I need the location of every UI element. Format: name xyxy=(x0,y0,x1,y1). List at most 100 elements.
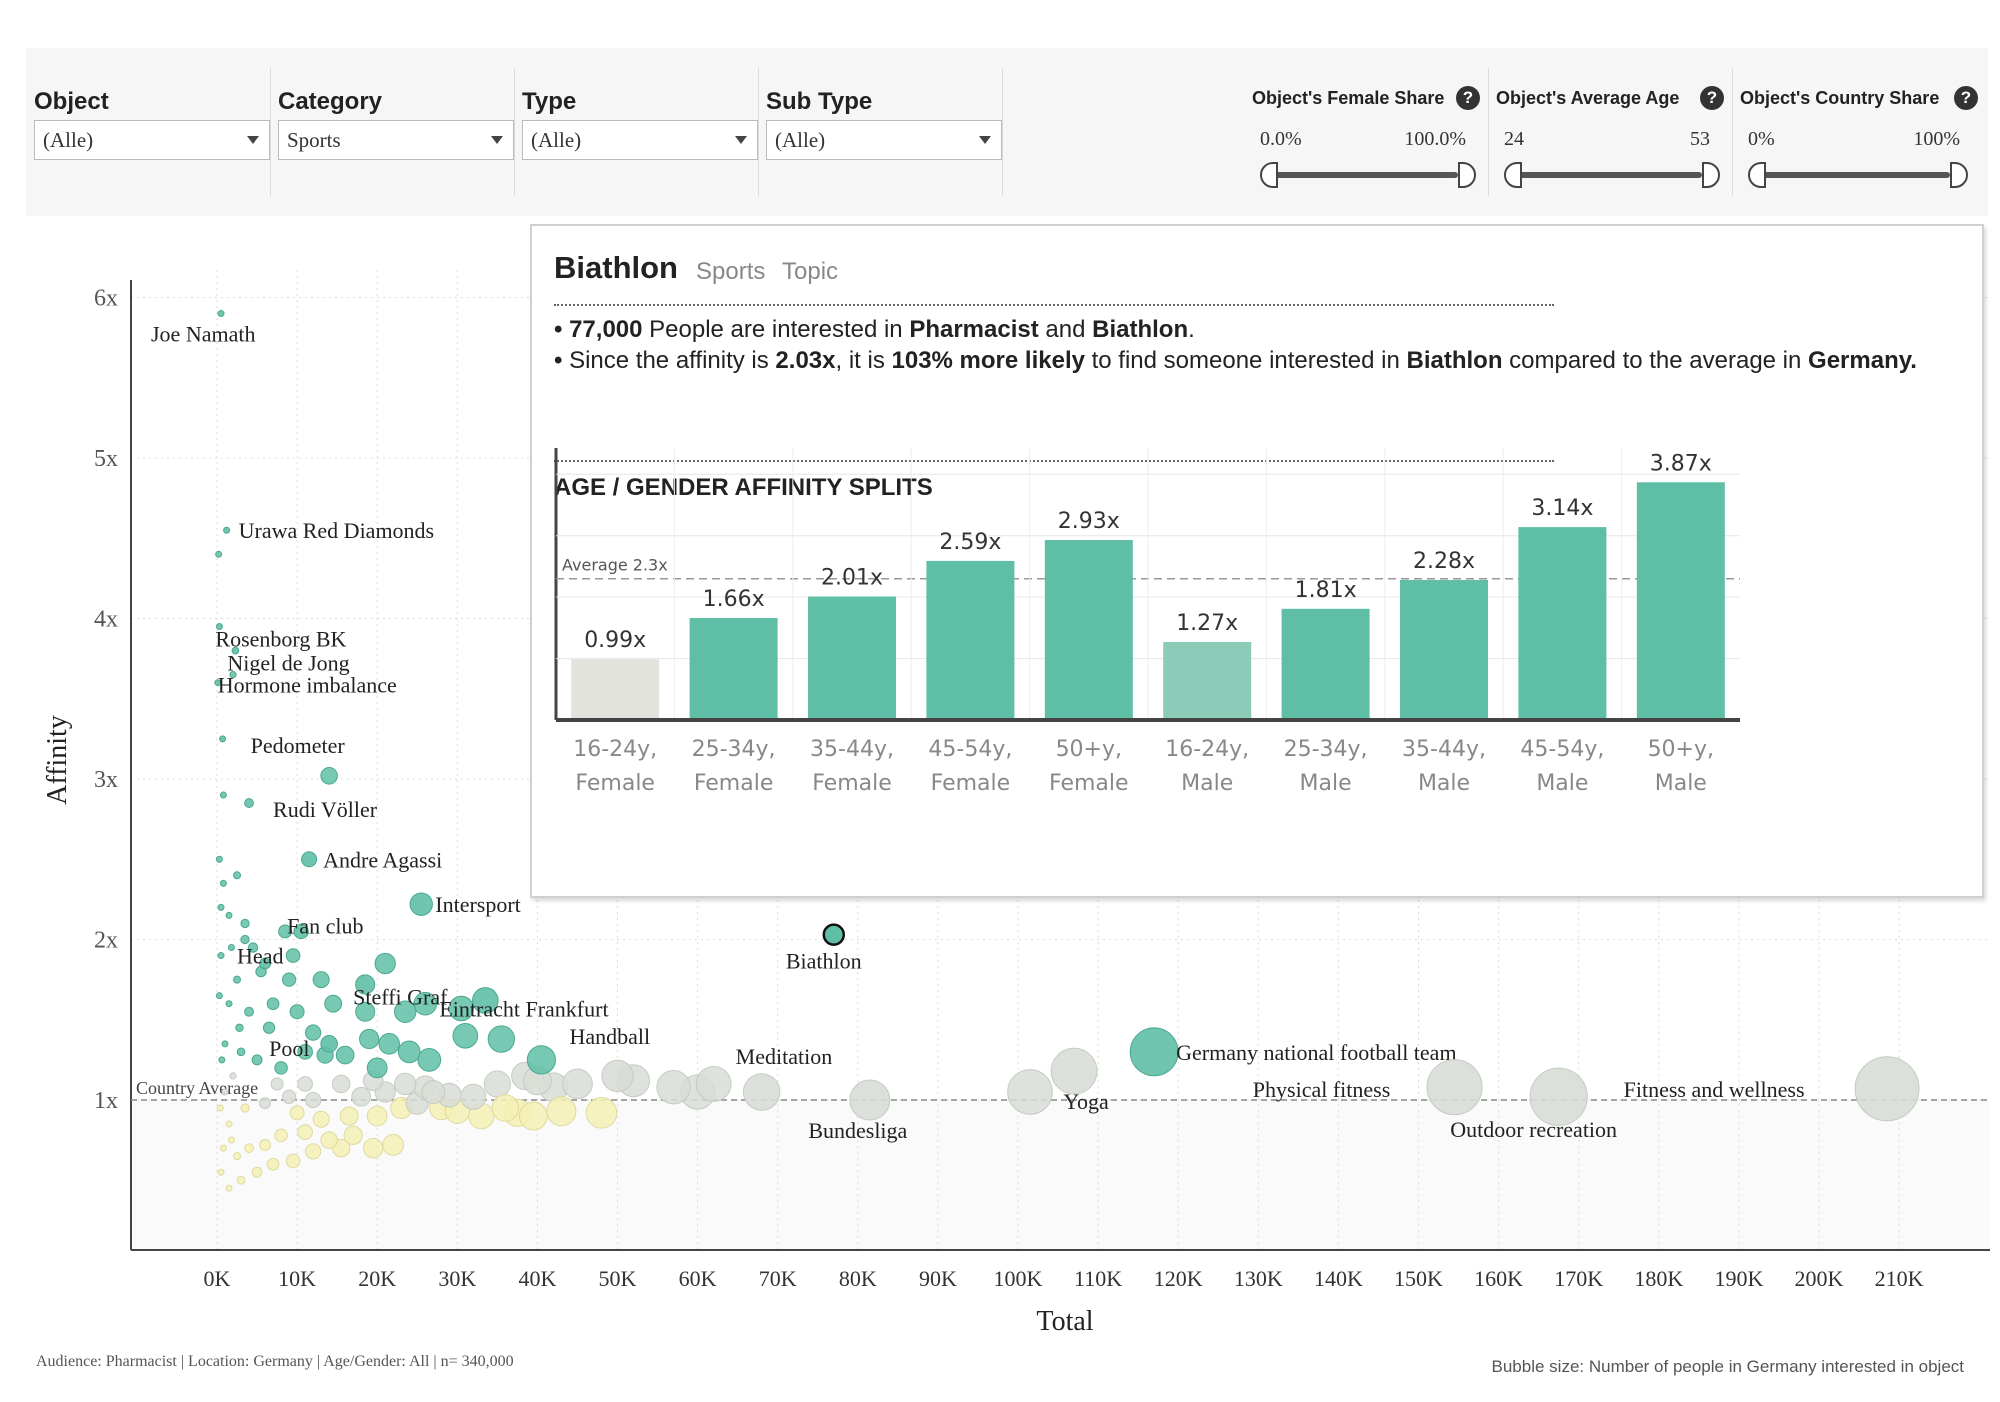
data-point xyxy=(233,871,242,880)
x-tick-label: 180K xyxy=(1634,1266,1683,1291)
data-point xyxy=(233,1152,242,1161)
filter-divider xyxy=(270,68,271,196)
x-tick-label: 30K xyxy=(438,1266,476,1291)
data-point xyxy=(355,1001,376,1022)
filter-object: Object (Alle) xyxy=(26,48,270,216)
split-bar xyxy=(1518,527,1607,720)
data-point xyxy=(366,1105,388,1127)
highlighted-point xyxy=(822,923,846,946)
slider-max-handle[interactable] xyxy=(1702,162,1720,188)
type-dropdown[interactable]: (Alle) xyxy=(522,120,758,160)
slider-min-handle[interactable] xyxy=(1748,162,1766,188)
point-label: Urawa Red Diamonds xyxy=(239,518,435,543)
filter-divider xyxy=(758,68,759,196)
data-point xyxy=(656,1069,691,1105)
data-point xyxy=(225,911,233,919)
slider-track[interactable] xyxy=(1754,172,1950,178)
slider-average-age-label: Object's Average Age xyxy=(1496,88,1680,108)
data-point xyxy=(339,1106,359,1126)
point-label: Bundesliga xyxy=(808,1118,907,1143)
split-value-label: 1.81x xyxy=(1295,578,1357,603)
point-label: Meditation xyxy=(736,1044,833,1069)
data-point xyxy=(229,671,237,679)
data-point xyxy=(219,879,227,887)
split-category-label: 45-54y, xyxy=(1520,737,1604,762)
slider-min-handle[interactable] xyxy=(1504,162,1522,188)
data-point xyxy=(285,1153,301,1169)
slider-max-handle[interactable] xyxy=(1950,162,1968,188)
slider-country-share: Object's Country Share ? 0% 100% xyxy=(1732,48,1982,216)
data-point xyxy=(270,1077,284,1091)
slider-average-age: Object's Average Age ? 24 53 xyxy=(1488,48,1732,216)
data-point xyxy=(304,1091,322,1109)
split-value-label: 0.99x xyxy=(584,628,646,653)
category-dropdown[interactable]: Sports xyxy=(278,120,514,160)
data-point xyxy=(244,1143,254,1154)
data-point xyxy=(215,623,223,631)
data-point xyxy=(215,550,223,558)
x-tick-label: 50K xyxy=(599,1266,637,1291)
tooltip-subtype: Topic xyxy=(782,258,839,285)
slider-max-handle[interactable] xyxy=(1458,162,1476,188)
data-point xyxy=(217,310,225,318)
x-tick-label: 100K xyxy=(994,1266,1043,1291)
data-point xyxy=(359,1028,380,1050)
data-point xyxy=(320,767,338,785)
split-value-label: 1.27x xyxy=(1176,611,1238,636)
x-tick-label: 0K xyxy=(204,1266,231,1291)
object-dropdown[interactable]: (Alle) xyxy=(34,120,270,160)
slider-country-share-min: 0% xyxy=(1748,128,1775,150)
chevron-down-icon xyxy=(491,136,503,144)
split-category-label: Male xyxy=(1418,771,1470,796)
x-tick-label: 170K xyxy=(1554,1266,1603,1291)
question-mark-icon[interactable]: ? xyxy=(1954,86,1978,110)
split-bar xyxy=(571,659,660,720)
split-value-label: 2.01x xyxy=(821,566,883,591)
slider-track[interactable] xyxy=(1266,172,1458,178)
data-point xyxy=(742,1073,781,1111)
split-value-label: 1.66x xyxy=(703,587,765,612)
split-bar xyxy=(1636,482,1725,720)
split-bar xyxy=(1163,641,1252,720)
data-point xyxy=(452,1022,479,1049)
data-point xyxy=(312,971,330,989)
question-mark-icon[interactable]: ? xyxy=(1456,86,1480,110)
data-point xyxy=(409,892,433,916)
sub-type-dropdown[interactable]: (Alle) xyxy=(766,120,1002,160)
question-mark-icon[interactable]: ? xyxy=(1700,86,1724,110)
likelihood-value: 103% more likely xyxy=(891,347,1085,374)
data-point xyxy=(236,1047,246,1057)
tooltip-title: Biathlon xyxy=(554,250,678,285)
data-point xyxy=(274,1128,288,1143)
split-category-label: Female xyxy=(931,771,1011,796)
audience-footnote: Audience: Pharmacist | Location: Germany… xyxy=(36,1353,514,1370)
data-point xyxy=(247,942,259,953)
affinity-intro: Since the affinity is xyxy=(569,347,769,374)
category-dropdown-value: Sports xyxy=(287,128,341,152)
data-point xyxy=(240,1103,250,1113)
x-tick-label: 140K xyxy=(1314,1266,1363,1291)
slider-min-handle[interactable] xyxy=(1260,162,1278,188)
comparison-text: compared to the average in xyxy=(1509,347,1802,374)
data-point xyxy=(219,735,227,743)
tooltip-divider xyxy=(554,460,1554,462)
data-point xyxy=(221,1040,229,1048)
slider-track[interactable] xyxy=(1510,172,1702,178)
data-point xyxy=(355,974,376,995)
split-bar xyxy=(689,618,778,720)
point-label: Pool xyxy=(269,1036,309,1061)
point-label: Yoga xyxy=(1063,1089,1109,1114)
filter-bar: Object (Alle) Category Sports Type (Alle… xyxy=(26,48,1988,216)
slider-female-share: Object's Female Share ? 0.0% 100.0% xyxy=(1244,48,1488,216)
data-point xyxy=(394,1072,417,1096)
x-tick-label: 70K xyxy=(759,1266,797,1291)
split-category-label: Female xyxy=(575,771,655,796)
point-label: Fitness and wellness xyxy=(1624,1077,1805,1102)
x-tick-label: 190K xyxy=(1714,1266,1763,1291)
point-label: Nigel de Jong xyxy=(227,651,349,676)
data-point xyxy=(281,1089,297,1104)
data-point xyxy=(849,1079,891,1121)
x-tick-label: 90K xyxy=(919,1266,957,1291)
split-bar xyxy=(1044,540,1133,720)
data-point xyxy=(244,1006,254,1017)
